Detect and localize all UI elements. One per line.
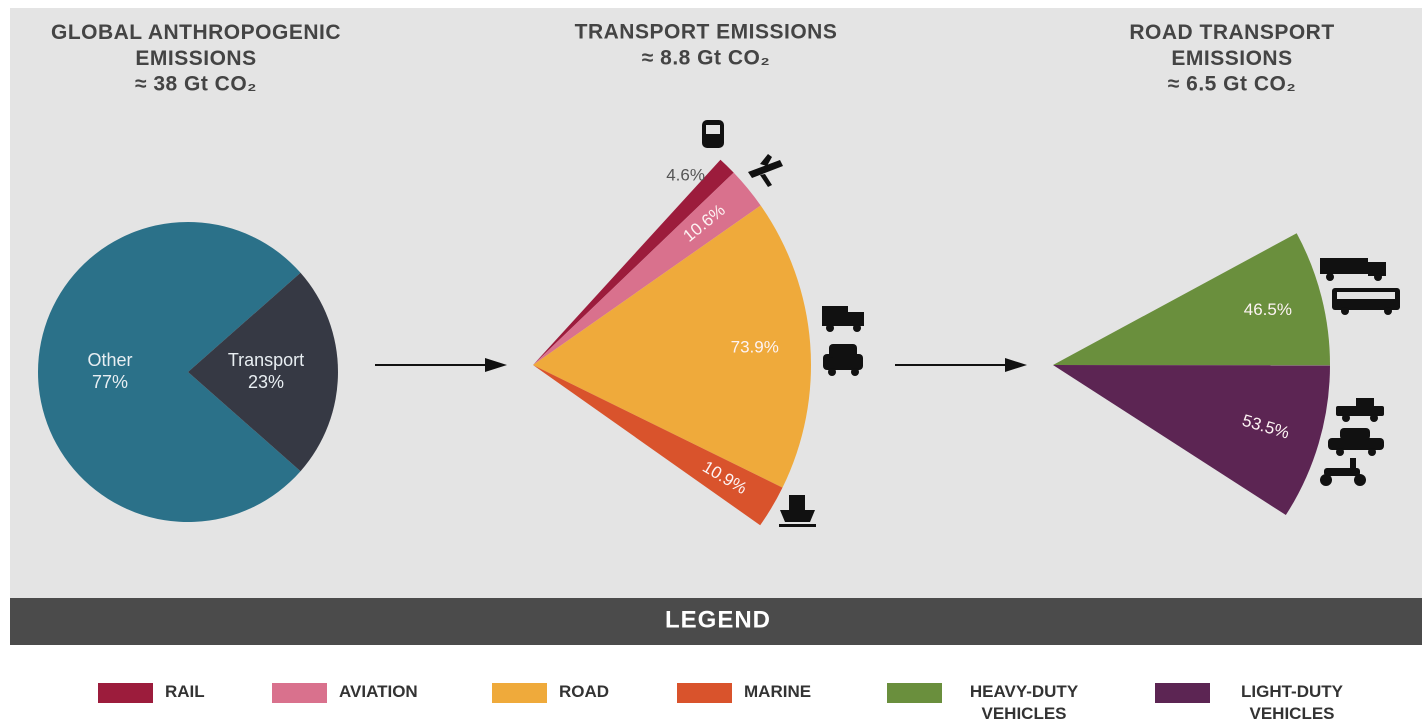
legend-item: RAIL (98, 682, 205, 703)
slice-value: 4.6% (666, 165, 705, 184)
legend-swatch (677, 683, 732, 703)
legend-label: LIGHT-DUTY VEHICLES (1241, 682, 1343, 723)
fan-slice (533, 172, 761, 365)
legend-bar (10, 598, 1422, 645)
fan-slice (533, 159, 734, 365)
legend-label: AVIATION (339, 682, 418, 701)
chart-subtitle: ≈ 6.5 Gt CO₂ (1168, 73, 1296, 96)
slice-category: Other (87, 350, 132, 370)
legend-swatch (887, 683, 942, 703)
legend-swatch (492, 683, 547, 703)
fan-slice (1053, 233, 1330, 366)
pie-slice (38, 222, 301, 522)
legend-swatch (98, 683, 153, 703)
slice-category: Transport (228, 350, 304, 370)
legend-label: HEAVY-DUTY VEHICLES (969, 682, 1079, 723)
legend-item: HEAVY-DUTY VEHICLES (887, 682, 1094, 725)
legend-label: ROAD (559, 682, 610, 701)
legend-title: LEGEND (665, 606, 771, 633)
legend-label: RAIL (165, 682, 205, 701)
chart-title: TRANSPORT EMISSIONS (575, 21, 838, 44)
arrow (375, 358, 507, 372)
chart-title: GLOBAL ANTHROPOGENIC EMISSIONS (51, 21, 341, 70)
fan-slice (533, 205, 812, 488)
slice-value: 46.5% (1244, 300, 1292, 319)
legend-swatch (1155, 683, 1210, 703)
fan-slice (1053, 365, 1330, 516)
legend-swatch (272, 683, 327, 703)
legend-label: MARINE (744, 682, 812, 701)
slice-value: 77% (92, 372, 128, 392)
legend-item: AVIATION (272, 682, 418, 703)
legend-item: LIGHT-DUTY VEHICLES (1155, 682, 1362, 725)
pie-slice (188, 272, 338, 472)
icons (702, 120, 1400, 527)
chart-subtitle: ≈ 38 Gt CO₂ (135, 73, 257, 96)
chart-title: ROAD TRANSPORT EMISSIONS (1129, 21, 1334, 70)
arrow (895, 358, 1027, 372)
fan-slice (533, 365, 783, 526)
slice-value: 23% (248, 372, 284, 392)
legend-item: ROAD (492, 682, 610, 703)
chart-subtitle: ≈ 8.8 Gt CO₂ (642, 47, 770, 70)
legend-item: MARINE (677, 682, 812, 703)
slice-value: 73.9% (731, 337, 779, 356)
